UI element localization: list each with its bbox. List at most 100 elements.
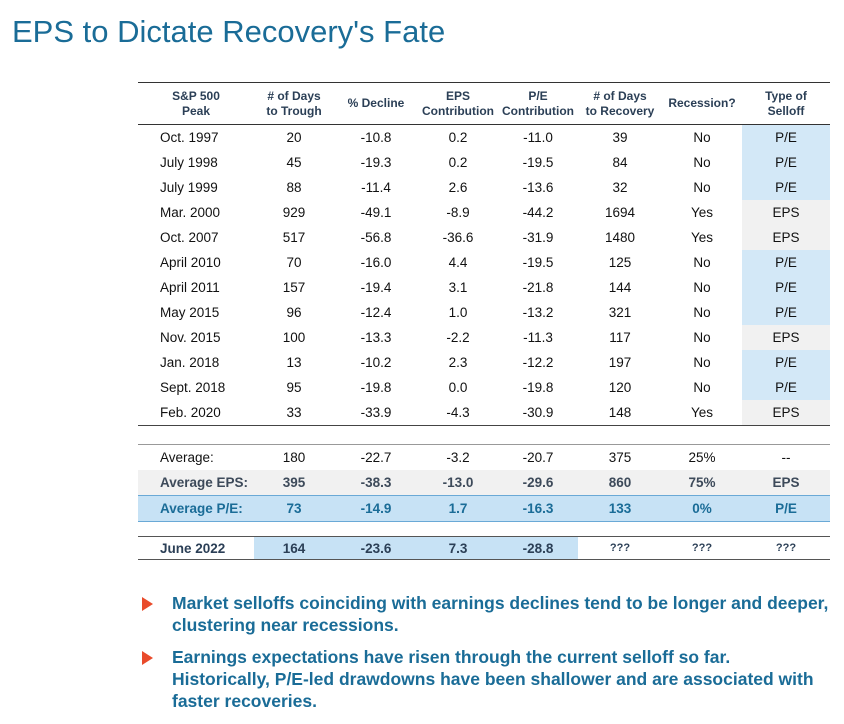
table-cell: Nov. 2015 [160,330,221,345]
table-cell: ??? [578,536,662,560]
table-cell: ??? [742,536,830,560]
table-cell: -36.6 [442,230,474,245]
table-cell: No [693,305,711,320]
table-cell: 148 [578,400,662,426]
table-cell: P/E [742,175,830,200]
table-cell: -19.8 [360,380,392,395]
table-cell: June 2022 [138,536,254,560]
table-cell: 133 [578,495,662,522]
table-cell: -19.5 [522,255,554,270]
table-cell: -2.2 [446,330,470,345]
table-cell: 25% [662,444,742,470]
table-row: Jan. 2018 13 -10.2 2.3 -12.2 197 No P/E [138,350,830,375]
table-row: Sept. 2018 95 -19.8 0.0 -19.8 120 No P/E [138,375,830,400]
table-row: July 1998 45 -19.3 0.2 -19.5 84 No P/E [138,150,830,175]
table-cell: 1.0 [448,305,468,320]
table-cell: -49.1 [360,205,392,220]
table-cell: 45 [286,155,302,170]
table-cell: -19.5 [522,155,554,170]
table-cell: P/E [742,275,830,300]
table-cell: EPS [742,400,830,426]
table-row: Feb. 2020 33 -33.9 -4.3 -30.9 148 Yes EPS [138,400,830,426]
table-cell: ??? [662,536,742,560]
table-cell: -4.3 [418,400,498,426]
table-cell: -33.9 [334,400,418,426]
table-cell: 96 [286,305,302,320]
table-cell: 39 [612,130,628,145]
table-cell: Yes [690,205,714,220]
table-cell: -12.4 [360,305,392,320]
table-cell: -22.7 [334,444,418,470]
table-cell: 0.0 [448,380,468,395]
table-cell: P/E [742,350,830,375]
table-cell: -19.3 [360,155,392,170]
table-cell: No [693,255,711,270]
table-cell: -- [742,444,830,470]
bullet-item: Market selloffs coinciding with earnings… [140,592,830,636]
table-cell: -8.9 [446,205,470,220]
table-cell: -38.3 [334,470,418,496]
table-row: Oct. 2007 517 -56.8 -36.6 -31.9 1480 Yes EPS [138,225,830,250]
table-cell: July 1998 [160,155,218,170]
table-row: May 2015 96 -12.4 1.0 -13.2 321 No P/E [138,300,830,325]
header-recession: Recession? [662,82,742,125]
table-cell: -21.8 [522,280,554,295]
table-cell: -11.0 [523,130,553,145]
table-cell: No [693,180,711,195]
table-cell: 929 [282,205,306,220]
average-eps-row: Average EPS: 395 -38.3 -13.0 -29.6 860 7… [138,470,830,496]
table-cell: No [693,155,711,170]
table-cell: 164 [254,536,334,560]
table-cell: -10.2 [360,355,392,370]
table-cell: No [693,355,711,370]
table-cell: 180 [254,444,334,470]
table-cell: 2.6 [448,180,468,195]
table-cell: -44.2 [522,205,554,220]
table-cell: P/E [742,375,830,400]
table-cell: P/E [742,495,830,522]
table-cell: 120 [608,380,632,395]
table-cell: No [693,280,711,295]
table-cell: -13.0 [418,470,498,496]
table-cell: -20.7 [498,444,578,470]
table-cell: 70 [286,255,302,270]
table-cell: 3.1 [448,280,468,295]
header-selloff-type: Type of Selloff [742,82,830,125]
table-cell: 73 [254,495,334,522]
table-row: Nov. 2015 100 -13.3 -2.2 -11.3 117 No EPS [138,325,830,350]
summary-body: Average: 180 -22.7 -3.2 -20.7 375 25% --… [138,426,830,560]
table-cell: 375 [578,444,662,470]
header-decline: % Decline [334,82,418,125]
header-days-to-recovery: # of Days to Recovery [578,82,662,125]
selloff-table: S&P 500 Peak # of Days to Trough % Decline… [138,82,830,560]
table-cell: 2.3 [448,355,468,370]
table-cell: -12.2 [522,355,554,370]
table-cell: 88 [286,180,302,195]
table-cell: 1.7 [418,495,498,522]
header-peak: S&P 500 Peak [138,82,254,125]
table-cell: -13.2 [522,305,554,320]
table-cell: 100 [282,330,306,345]
table-cell: July 1999 [160,180,218,195]
table-cell: P/E [742,124,830,150]
table-cell: Average EPS: [138,470,254,496]
table-cell: Sept. 2018 [160,380,226,395]
table-cell: Yes [662,400,742,426]
key-takeaways: Market selloffs coinciding with earnings… [140,592,830,722]
header-days-to-trough: # of Days to Trough [254,82,334,125]
table-cell: -16.3 [498,495,578,522]
table-cell: P/E [742,150,830,175]
table-body: Oct. 1997 20 -10.8 0.2 -11.0 39 No P/E July 1998… [138,124,830,426]
arrow-right-icon [142,597,153,611]
table-cell: -56.8 [360,230,392,245]
table-cell: 517 [282,230,306,245]
table-cell: 125 [608,255,632,270]
table-row: Mar. 2000 929 -49.1 -8.9 -44.2 1694 Yes EPS [138,200,830,225]
table-cell: Jan. 2018 [160,355,220,370]
arrow-right-icon [142,651,153,665]
table-cell: 117 [609,330,631,345]
table-cell: -31.9 [522,230,554,245]
table-cell: -23.6 [334,536,418,560]
table-header-row: S&P 500 Peak # of Days to Trough % Decline… [138,82,830,125]
table-cell: 1694 [604,205,636,220]
